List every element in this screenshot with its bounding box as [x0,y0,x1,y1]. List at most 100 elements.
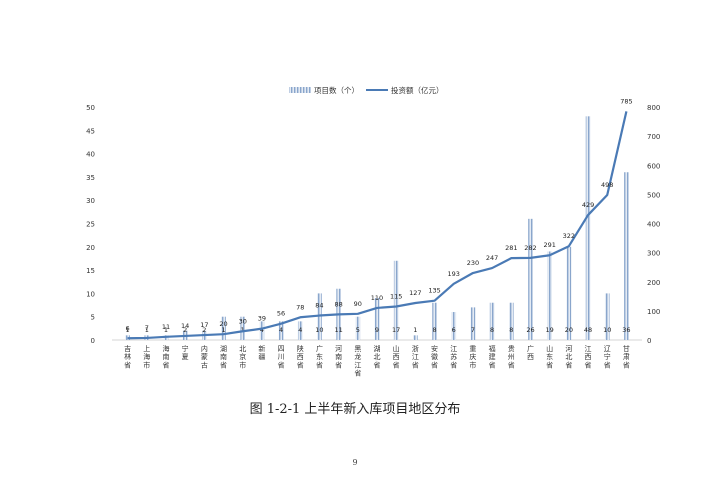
bar [451,312,457,340]
bar-data-label: 2 [183,326,187,334]
investment-line [127,111,628,340]
bar [470,307,476,340]
bar-data-label: 19 [546,326,554,334]
x-tick-label: 四川省 [278,345,285,369]
figure-caption: 图 1-2-1 上半年新入库项目地区分布 [249,402,461,417]
line-data-label: 6 [126,324,130,332]
bar-data-label: 48 [584,326,592,334]
x-tick-label: 北京市 [239,345,246,369]
x-tick-label: 重庆市 [469,345,476,369]
bar-data-label: 17 [392,326,400,334]
bar-data-label: 20 [565,326,573,334]
left-tick-label: 20 [86,244,95,252]
x-tick-label: 海南省 [162,344,169,369]
right-tick-label: 0 [647,337,651,345]
x-axis-labels: 吉林省 上海市 海南省 宁夏 内蒙古 湖南省 北京市 新疆 四川省 陕西省 广东省 河南省 黑龙江省 湖北… [124,344,630,378]
bar [489,302,495,340]
x-tick-label: 湖北省 [374,344,381,369]
bar [413,335,418,340]
line-data-label: 11 [162,323,170,331]
bar-data-label: 10 [315,326,323,334]
line-data-label: 56 [277,310,285,318]
bar-data-label: 26 [526,326,534,334]
x-tick-label: 上海市 [143,344,150,369]
line-data-label: 230 [467,259,479,267]
right-tick-label: 800 [647,104,660,112]
line-data-label: 498 [601,181,613,189]
bar-data-label: 8 [490,326,494,334]
x-tick-label: 江西省 [585,345,592,369]
left-tick-label: 10 [86,290,95,298]
bar [585,116,591,340]
bar-data-label: 4 [279,326,283,334]
bar [508,302,514,340]
x-tick-label: 吉林省 [124,345,131,369]
bar [317,293,322,340]
line-data-label: 20 [219,320,227,328]
bar-data-label: 4 [298,326,302,334]
right-tick-label: 200 [647,279,660,287]
bar-data-label: 2 [202,326,206,334]
bar [374,298,380,340]
bar-data-label: 11 [334,326,342,334]
bar-data-label: 5 [356,326,360,334]
line-data-label: 88 [334,300,342,308]
x-tick-label: 辽宁省 [604,345,611,369]
bar-data-label: 6 [452,326,456,334]
bar-data-label: 7 [471,326,475,334]
x-tick-label: 山西省 [393,344,400,369]
page-number: 9 [352,458,358,467]
bar [624,172,629,340]
line-data-label: 282 [524,244,536,252]
bar-data-label: 1 [221,326,225,334]
line-data-label: 90 [354,300,362,308]
chart-legend: 项目数（个） 投资额（亿元） [289,85,444,95]
x-tick-label: 陕西省 [297,344,304,369]
x-tick-label: 河南省 [335,345,342,369]
bar [297,321,303,340]
bar-data-label: 1 [241,326,245,334]
bar-data-label: 1 [164,326,168,334]
bar-data-label: 1 [145,326,149,334]
left-tick-label: 25 [86,221,95,229]
line-data-label: 7 [145,324,149,332]
x-tick-label: 宁夏 [182,344,189,361]
x-tick-label: 湖南省 [220,344,227,369]
bar [528,218,533,340]
x-tick-label: 内蒙古 [201,344,208,369]
bar [547,251,552,340]
x-tick-label: 甘肃省 [623,344,630,369]
line-data-label: 429 [582,201,594,209]
line-data-label: 14 [181,322,189,330]
bar [432,302,437,340]
bar [221,316,226,340]
left-tick-label: 45 [86,127,95,135]
bar [566,246,572,340]
line-data-label: 785 [620,97,632,105]
bar [259,321,265,340]
bar-data-label: 1 [413,326,417,334]
left-tick-label: 5 [91,314,95,322]
bar [604,293,610,340]
bar-data-label: 8 [509,326,513,334]
bar [355,316,361,340]
x-tick-label: 浙江省 [412,344,419,369]
x-tick-label: 山东省 [546,344,553,369]
legend-bar-label: 项目数（个） [314,85,359,95]
x-tick-label: 广西 [527,344,534,361]
line-data-label: 135 [428,287,440,295]
right-tick-label: 500 [647,191,660,199]
bar-data-label: 4 [260,326,264,334]
x-tick-label: 河北省 [565,345,572,369]
line-data-label: 78 [296,303,304,311]
line-data-label: 39 [258,315,266,323]
bar-series: 1 1 1 2 2 1 1 4 4 4 10 11 5 9 17 1 8 6 7 8 8 26 19 20 48 10 36 [125,116,631,340]
left-tick-label: 35 [86,174,95,182]
legend-bar-swatch [289,87,311,93]
bar-data-label: 1 [126,326,130,334]
right-tick-label: 600 [647,162,660,170]
x-tick-label: 江苏省 [450,345,457,369]
bar-data-label: 9 [375,326,379,334]
